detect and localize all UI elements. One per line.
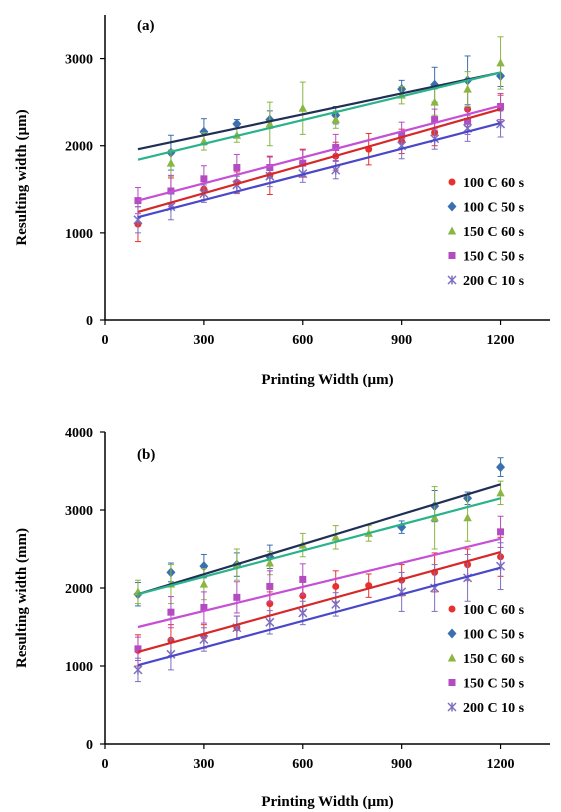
x-axis-label: Printing Width (µm) xyxy=(261,794,393,810)
fit-line-1 xyxy=(137,71,501,151)
y-tick-label: 0 xyxy=(86,738,93,753)
data-point xyxy=(265,119,275,128)
legend-marker xyxy=(447,275,457,285)
x-tick-label: 1200 xyxy=(487,333,515,348)
legend-marker xyxy=(447,653,457,662)
series-3 xyxy=(134,515,505,662)
data-point xyxy=(265,617,275,627)
data-point xyxy=(200,175,208,183)
data-point xyxy=(463,84,472,93)
series-0 xyxy=(134,91,505,243)
chart-panel-b: 0 300 600 900 1200 0 1000 2000 3000 4000 Printing … xyxy=(14,426,550,810)
panel-label: (b) xyxy=(137,447,155,463)
data-point xyxy=(232,118,242,129)
legend-label: 150 C 50 s xyxy=(463,250,525,265)
x-tick-label: 900 xyxy=(391,333,412,348)
y-tick-label: 4000 xyxy=(65,426,93,441)
legend-label: 150 C 50 s xyxy=(463,677,525,692)
legend-label: 150 C 60 s xyxy=(463,652,525,667)
legend-label: 100 C 60 s xyxy=(463,603,525,618)
legend: 100 C 60 s 100 C 50 s 150 C 60 s 150 C 50 s… xyxy=(447,603,525,716)
y-tick-label: 1000 xyxy=(65,227,93,242)
legend-marker xyxy=(447,226,457,235)
fit-line-4 xyxy=(137,121,501,219)
fit-line-0 xyxy=(137,108,501,214)
legend-label: 200 C 10 s xyxy=(463,701,525,716)
y-tick-label: 3000 xyxy=(65,53,93,68)
data-point xyxy=(233,164,241,171)
fit-line-1 xyxy=(137,483,501,596)
legend-marker xyxy=(448,252,456,259)
legend-marker xyxy=(448,679,456,686)
data-point xyxy=(496,58,505,67)
data-point xyxy=(496,462,506,473)
chart-panel-a: 0 300 600 900 1200 0 1000 2000 3000 Printing Widt… xyxy=(14,15,550,388)
data-point xyxy=(265,558,275,567)
data-point xyxy=(266,582,274,590)
legend-marker xyxy=(447,702,457,712)
y-tick-label: 2000 xyxy=(65,140,93,155)
legend-marker xyxy=(447,201,457,212)
data-point xyxy=(431,116,439,124)
data-point xyxy=(332,143,340,151)
x-tick-label: 300 xyxy=(193,757,214,772)
y-tick-label: 0 xyxy=(86,314,93,329)
x-tick-label: 0 xyxy=(102,757,109,772)
data-point xyxy=(199,579,209,588)
y-tick-label: 2000 xyxy=(65,582,93,597)
x-tick-label: 900 xyxy=(391,757,412,772)
data-point xyxy=(166,158,176,167)
data-point xyxy=(298,103,307,112)
x-tick-label: 600 xyxy=(292,333,313,348)
data-point xyxy=(496,488,505,497)
data-point xyxy=(299,592,307,600)
fit-line-2 xyxy=(137,71,501,161)
x-axis-label: Printing Width (µm) xyxy=(261,372,393,388)
data-point xyxy=(199,634,209,645)
data-point xyxy=(233,593,241,601)
legend-label: 200 C 10 s xyxy=(463,274,525,289)
data-point xyxy=(298,608,308,618)
y-tick-label: 3000 xyxy=(65,504,93,519)
fit-line-3 xyxy=(137,537,501,629)
data-point xyxy=(200,604,208,611)
y-axis-label: Resulting width (mm) xyxy=(14,528,30,668)
data-point xyxy=(167,608,175,616)
data-point xyxy=(331,532,340,541)
legend-label: 150 C 60 s xyxy=(463,225,525,240)
data-point xyxy=(331,599,341,609)
data-point xyxy=(134,645,142,653)
data-point xyxy=(133,665,143,675)
panel-label: (a) xyxy=(137,18,155,34)
data-point xyxy=(331,115,340,124)
data-point xyxy=(299,575,307,583)
legend-label: 100 C 60 s xyxy=(463,176,525,191)
x-tick-label: 300 xyxy=(193,333,214,348)
x-tick-label: 0 xyxy=(102,333,109,348)
data-point xyxy=(430,97,439,106)
data-point xyxy=(332,582,340,590)
y-tick-label: 1000 xyxy=(65,660,93,675)
data-point xyxy=(497,528,505,536)
fit-line-4 xyxy=(137,566,501,667)
legend-label: 100 C 50 s xyxy=(463,201,525,216)
legend-marker xyxy=(447,628,457,639)
data-point xyxy=(430,513,439,522)
legend-label: 100 C 50 s xyxy=(463,628,525,643)
fit-line-0 xyxy=(137,551,501,654)
legend-marker xyxy=(448,605,456,613)
fit-line-3 xyxy=(137,104,501,202)
data-point xyxy=(299,159,307,167)
legend-marker xyxy=(448,178,456,186)
series-4 xyxy=(133,110,506,234)
x-tick-label: 600 xyxy=(292,757,313,772)
legend: 100 C 60 s 100 C 50 s 150 C 60 s 150 C 50 s… xyxy=(447,176,525,289)
data-point xyxy=(463,513,472,522)
y-axis-label: Resulting width (µm) xyxy=(14,109,30,245)
fit-line-2 xyxy=(137,497,501,596)
x-tick-label: 1200 xyxy=(487,757,515,772)
